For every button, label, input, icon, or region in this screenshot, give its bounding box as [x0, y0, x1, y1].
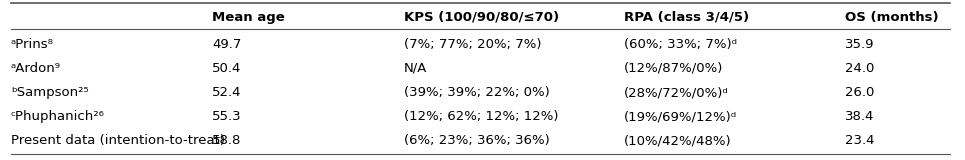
Text: (12%/87%/0%): (12%/87%/0%)	[624, 62, 724, 75]
Text: 52.4: 52.4	[212, 86, 241, 99]
Text: 50.4: 50.4	[212, 62, 241, 75]
Text: (39%; 39%; 22%; 0%): (39%; 39%; 22%; 0%)	[404, 86, 550, 99]
Text: ᶜPhuphanich²⁶: ᶜPhuphanich²⁶	[11, 110, 105, 123]
Text: RPA (class 3/4/5): RPA (class 3/4/5)	[624, 11, 750, 24]
Text: 24.0: 24.0	[844, 62, 874, 75]
Text: 38.4: 38.4	[844, 110, 874, 123]
Text: Mean age: Mean age	[212, 11, 285, 24]
Text: 58.8: 58.8	[212, 134, 241, 148]
Text: N/A: N/A	[404, 62, 427, 75]
Text: OS (months): OS (months)	[844, 11, 938, 24]
Text: (28%/72%/0%)ᵈ: (28%/72%/0%)ᵈ	[624, 86, 730, 99]
Text: 26.0: 26.0	[844, 86, 874, 99]
Text: (10%/42%/48%): (10%/42%/48%)	[624, 134, 731, 148]
Text: KPS (100/90/80/≤70): KPS (100/90/80/≤70)	[404, 11, 559, 24]
Text: (60%; 33%; 7%)ᵈ: (60%; 33%; 7%)ᵈ	[624, 38, 737, 51]
Text: (19%/69%/12%)ᵈ: (19%/69%/12%)ᵈ	[624, 110, 737, 123]
Text: 35.9: 35.9	[844, 38, 874, 51]
Text: (7%; 77%; 20%; 7%): (7%; 77%; 20%; 7%)	[404, 38, 541, 51]
Text: 55.3: 55.3	[212, 110, 242, 123]
Text: ᵃPrins⁸: ᵃPrins⁸	[11, 38, 54, 51]
Text: ᵃArdon⁹: ᵃArdon⁹	[11, 62, 61, 75]
Text: Present data (intention-to-treat): Present data (intention-to-treat)	[11, 134, 225, 148]
Text: (12%; 62%; 12%; 12%): (12%; 62%; 12%; 12%)	[404, 110, 559, 123]
Text: 23.4: 23.4	[844, 134, 874, 148]
Text: ᵇSampson²⁵: ᵇSampson²⁵	[11, 86, 89, 99]
Text: (6%; 23%; 36%; 36%): (6%; 23%; 36%; 36%)	[404, 134, 550, 148]
Text: 49.7: 49.7	[212, 38, 241, 51]
